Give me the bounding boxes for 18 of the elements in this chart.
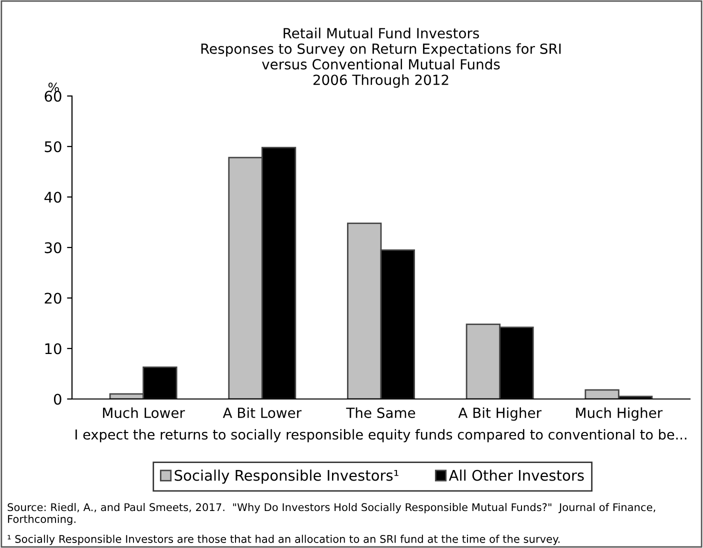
y-tick-label: 40 bbox=[44, 192, 62, 203]
source-note: Source: Riedl, A., and Paul Smeets, 2017. "Why Do Investors Hold Socially Responsible Mutual Funds?" Journal of Finance, Forthcoming. bbox=[8, 503, 656, 526]
y-tick-label: 60 bbox=[44, 90, 62, 102]
x-tick-label: A Bit Higher bbox=[458, 407, 542, 421]
legend-label: All Other Investors bbox=[448, 470, 584, 481]
x-tick-label: A Bit Lower bbox=[222, 407, 302, 418]
x-axis-title: I expect the returns to socially responsible equity funds compared to conventional to be... bbox=[76, 429, 686, 442]
y-tick-label: 10 bbox=[45, 343, 62, 354]
legend-label: Socially Responsible Investors¹ bbox=[174, 470, 398, 484]
text: ¹ Socially Responsible Investors are those that had an allocation to an SRI fund at the time of the survey. bbox=[8, 534, 560, 545]
x-tick-label: Much Higher bbox=[576, 407, 663, 421]
x-tick-label: Much Lower bbox=[103, 407, 185, 418]
y-tick-label: 30 bbox=[44, 242, 62, 254]
chart-title: Retail Mutual Fund Investors Responses to Survey on Return Expectations for SRI versus Conventional Mutual Funds 2006 Through 2012 bbox=[201, 28, 561, 88]
y-tick-label: 50 bbox=[44, 141, 62, 152]
x-tick-label: The Same bbox=[346, 407, 416, 418]
y-tick-label: 0 bbox=[54, 394, 62, 405]
y-tick-label: 20 bbox=[44, 292, 62, 304]
